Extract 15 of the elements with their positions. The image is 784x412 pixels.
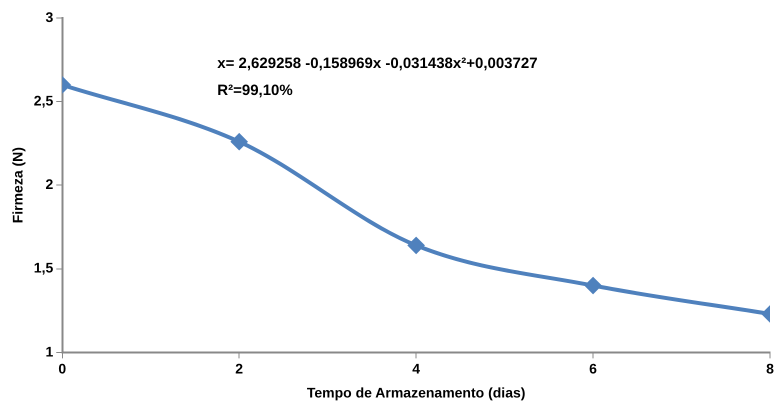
annotation: R²=99,10% [217, 82, 293, 100]
y-tick-label: 2,5 [34, 92, 54, 108]
y-axis-title: Firmeza (N) [9, 147, 26, 224]
y-tick-label: 3 [45, 8, 54, 25]
point [408, 237, 424, 254]
y-tick-label: 1 [45, 343, 54, 360]
y-tick-label: 1,5 [34, 260, 54, 276]
x-tick-label: 4 [412, 360, 420, 377]
x-tick-label: 6 [589, 360, 598, 377]
annotation: x= 2,629258 -0,158969x -0,031438x²+0,003727 [217, 55, 538, 72]
x-tick-label: 8 [766, 360, 774, 377]
y-tick-label: 2 [45, 176, 54, 192]
x-axis-title: Tempo de Armazenamento (dias) [306, 384, 526, 400]
x-tick-label: 2 [235, 360, 244, 377]
x-tick-label: 0 [58, 360, 66, 377]
